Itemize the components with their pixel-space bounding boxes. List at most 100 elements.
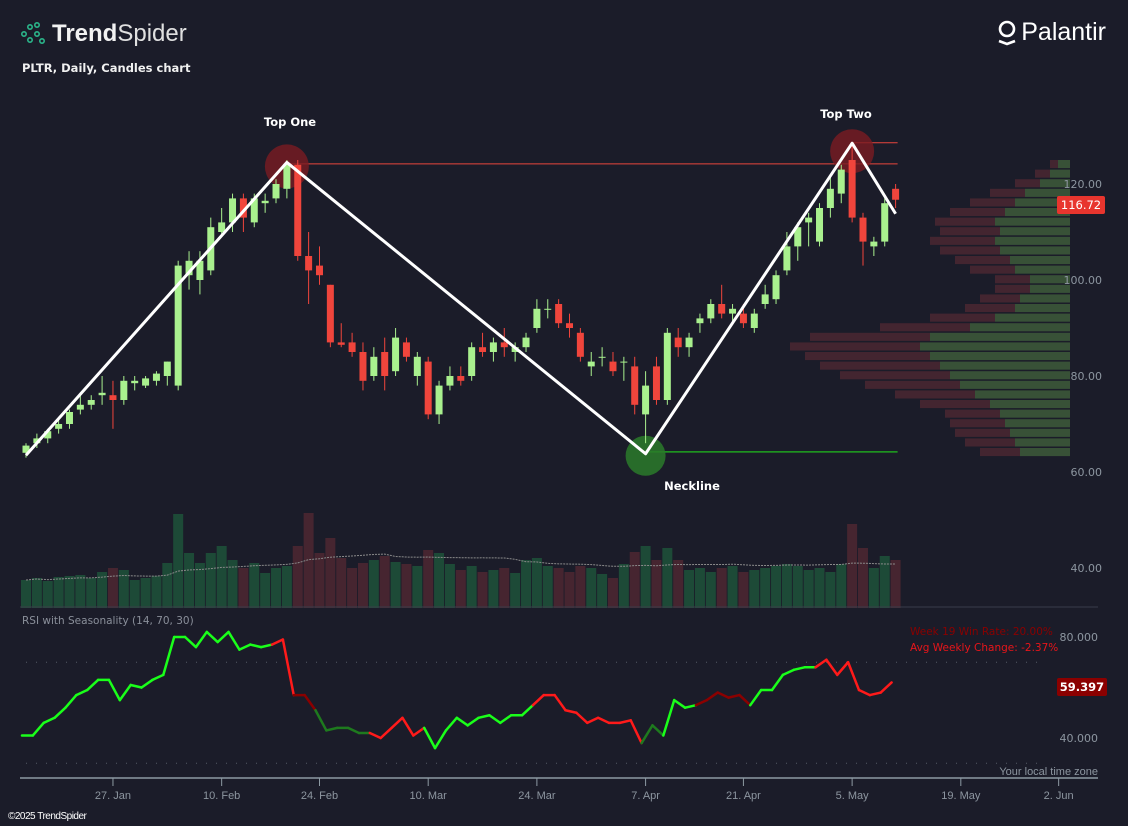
volume-bar bbox=[825, 572, 836, 608]
volume-bar bbox=[357, 563, 368, 608]
volume-bar bbox=[292, 546, 303, 608]
candle-body bbox=[348, 342, 356, 352]
x-tick-label: 24. Mar bbox=[518, 790, 556, 802]
rsi-segment bbox=[662, 698, 676, 737]
profile-up-bar bbox=[1000, 409, 1070, 418]
profile-down-bar bbox=[810, 332, 930, 341]
candle-body bbox=[185, 260, 193, 276]
candle-body bbox=[837, 169, 845, 194]
volume-bar bbox=[814, 568, 825, 608]
rsi-segment bbox=[553, 693, 567, 712]
candle-body bbox=[555, 304, 563, 324]
x-axis-ticks: 27. Jan 10. Feb 24. Feb 10. Mar 24. Mar 7. Ap… bbox=[95, 778, 1074, 802]
candle-body bbox=[76, 404, 84, 410]
candle-body bbox=[696, 318, 704, 324]
volume-bar bbox=[173, 514, 184, 608]
candle-body bbox=[370, 356, 378, 376]
volume-bar bbox=[575, 566, 586, 608]
profile-up-bar bbox=[1030, 284, 1070, 293]
candle-body bbox=[761, 294, 769, 304]
candle-body bbox=[402, 342, 410, 357]
candle-body bbox=[359, 352, 367, 381]
rsi-segment bbox=[455, 716, 469, 727]
candle-body bbox=[544, 308, 552, 310]
rsi-segment bbox=[249, 643, 263, 649]
rsi-segment bbox=[85, 678, 100, 692]
volume-bar bbox=[488, 570, 499, 608]
volume-bar bbox=[705, 572, 716, 608]
rsi-segment bbox=[868, 691, 882, 697]
rsi-segment bbox=[618, 719, 632, 725]
rsi-segment bbox=[412, 726, 426, 737]
rsi-segment bbox=[162, 635, 176, 677]
candle-body bbox=[479, 347, 487, 352]
profile-up-bar bbox=[975, 390, 1070, 399]
rsi-segment bbox=[531, 693, 546, 707]
spider-icon bbox=[20, 21, 45, 44]
profile-up-bar bbox=[995, 236, 1070, 245]
pattern-overlay bbox=[264, 129, 898, 476]
rsi-line bbox=[20, 630, 1040, 764]
volume-bar bbox=[64, 576, 75, 608]
volume-bar bbox=[727, 566, 738, 608]
profile-down-bar bbox=[955, 256, 1010, 265]
volume-bar bbox=[738, 572, 749, 608]
profile-down-bar bbox=[980, 448, 1020, 457]
x-tick-label: 7. Apr bbox=[631, 790, 660, 802]
candle-body bbox=[446, 376, 454, 386]
volume-bar bbox=[455, 570, 466, 608]
candle-body bbox=[598, 356, 606, 358]
volume-bar bbox=[510, 573, 521, 608]
profile-up-bar bbox=[1025, 188, 1070, 197]
candle-body bbox=[609, 361, 617, 372]
profile-down-bar bbox=[880, 323, 970, 332]
candle-body bbox=[218, 222, 226, 232]
profile-down-bar bbox=[945, 409, 1000, 418]
volume-bar bbox=[151, 576, 162, 608]
candle-body bbox=[109, 395, 117, 400]
profile-down-bar bbox=[865, 380, 960, 389]
volume-bar bbox=[694, 568, 705, 608]
candle-body bbox=[587, 361, 595, 367]
x-tick-label: 21. Apr bbox=[726, 790, 761, 802]
rsi-segment bbox=[705, 691, 719, 702]
volume-bar bbox=[792, 566, 803, 608]
volume-average-line bbox=[25, 553, 896, 581]
x-tick-label: 5. May bbox=[836, 790, 870, 802]
volume-bar bbox=[42, 581, 53, 608]
volume-bar bbox=[184, 553, 195, 608]
profile-down-bar bbox=[1015, 179, 1040, 188]
rsi-segment bbox=[346, 726, 361, 735]
volume-bar bbox=[542, 566, 553, 608]
rsi-segment bbox=[792, 666, 806, 672]
profile-up-bar bbox=[995, 313, 1070, 322]
volume-bar bbox=[194, 563, 205, 608]
candle-body bbox=[870, 241, 878, 247]
candle-body bbox=[881, 203, 889, 242]
candle-body bbox=[326, 284, 334, 343]
profile-down-bar bbox=[930, 236, 995, 245]
rsi-segment bbox=[42, 716, 56, 725]
x-tick-label: 10. Feb bbox=[203, 790, 240, 802]
volume-bar bbox=[781, 564, 792, 608]
rsi-segment bbox=[216, 630, 230, 644]
double-top-pattern-line bbox=[24, 141, 897, 457]
candle-body bbox=[424, 361, 432, 415]
candle-body bbox=[739, 313, 747, 324]
rsi-segment bbox=[401, 716, 415, 737]
volume-bar bbox=[401, 564, 412, 608]
top-two-label: Top Two bbox=[820, 107, 872, 121]
copyright: ©2025 TrendSpider bbox=[8, 811, 87, 822]
profile-down-bar bbox=[940, 227, 1000, 236]
volume-bar bbox=[607, 578, 618, 608]
volume-bar bbox=[531, 558, 542, 608]
x-tick-label: 24. Feb bbox=[301, 790, 338, 802]
volume-bar bbox=[205, 553, 216, 608]
volume-bar bbox=[162, 563, 173, 608]
volume-bar bbox=[140, 578, 151, 608]
profile-up-bar bbox=[960, 380, 1070, 389]
volume-bar bbox=[760, 568, 771, 608]
volume-bar bbox=[868, 568, 879, 608]
rsi-segment bbox=[194, 630, 209, 649]
